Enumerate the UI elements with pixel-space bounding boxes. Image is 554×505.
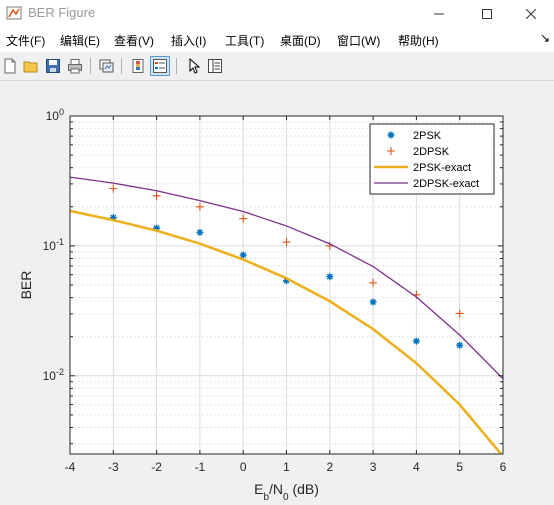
series-2dpsk-exact: [70, 176, 503, 380]
x-tick-label: 5: [456, 460, 463, 474]
legend-star-swatch: [387, 131, 395, 139]
property-inspector-icon: [208, 59, 222, 73]
toolbar-separator: [121, 58, 122, 74]
x-tick-label: -1: [195, 460, 206, 474]
data-point-plus: [239, 214, 248, 223]
x-tick-label: -4: [65, 460, 76, 474]
series-line: [70, 176, 503, 380]
menu-help[interactable]: 帮助(H): [398, 34, 439, 48]
menu-desktop[interactable]: 桌面(D): [280, 34, 321, 48]
minimize-icon: [434, 13, 444, 14]
new-figure-icon: [4, 58, 16, 74]
x-tick-label: -3: [108, 460, 119, 474]
data-point-star: [109, 214, 117, 222]
data-point-plus: [455, 309, 464, 318]
data-point-plus: [282, 238, 291, 247]
window-titlebar: BER Figure: [0, 0, 554, 27]
x-axis-ticks: -4 -3 -2 -1 0 1 2 3 4 5 6: [65, 116, 507, 474]
pointer-button[interactable]: [184, 56, 204, 76]
series-2psk: [109, 214, 464, 349]
legend-icon: [153, 59, 167, 73]
menubar: 文件(F) 编辑(E) 查看(V) 插入(I) 工具(T) 桌面(D) 窗口(W…: [0, 27, 554, 52]
save-button[interactable]: [43, 56, 63, 76]
y-axis-ticks: 100 10-1 10-2: [43, 107, 503, 445]
data-point-star: [283, 277, 290, 285]
data-point-plus: [109, 184, 118, 193]
series-2psk-exact: [70, 209, 503, 454]
menu-insert[interactable]: 插入(I): [171, 34, 207, 48]
series-layer: [70, 176, 503, 454]
legend-entry-label: 2PSK: [413, 130, 442, 142]
y-axis-label: BER: [18, 271, 34, 300]
legend-entry-label: 2DPSK: [413, 146, 450, 158]
data-point-star: [196, 228, 204, 236]
x-tick-label: 3: [370, 460, 377, 474]
toolbar: [0, 52, 554, 81]
legend-entry-label: 2PSK-exact: [413, 162, 471, 174]
close-icon: [526, 8, 536, 19]
x-axis-label: Eb/N0 (dB): [254, 481, 319, 500]
series-line: [70, 209, 503, 454]
x-tick-label: 6: [500, 460, 507, 474]
close-button[interactable]: [508, 0, 554, 27]
menu-view[interactable]: 查看(V): [114, 34, 154, 48]
new-figure-button[interactable]: [0, 56, 20, 76]
ber-chart: -4 -3 -2 -1 0 1 2 3 4 5 6 100 10-1 10-2 Eb/N0 (dB) B…: [18, 107, 507, 503]
toolbar-separator: [176, 58, 177, 74]
pointer-icon: [189, 58, 201, 74]
colorbar-button[interactable]: [128, 56, 148, 76]
data-point-star: [456, 341, 464, 349]
minimize-button[interactable]: [416, 0, 462, 27]
data-point-star: [369, 298, 377, 306]
print-icon: [68, 59, 82, 74]
menu-overflow-arrow[interactable]: ↘: [539, 31, 550, 45]
legend[interactable]: 2PSK 2DPSK 2PSK-exact 2DPSK-exact: [369, 123, 495, 195]
y-tick-label: 10-1: [43, 237, 64, 253]
link-plot-icon: [99, 59, 114, 73]
menu-window[interactable]: 窗口(W): [337, 34, 381, 48]
data-point-plus: [152, 191, 161, 200]
menu-edit[interactable]: 编辑(E): [60, 34, 100, 48]
legend-entry-label: 2DPSK-exact: [413, 178, 479, 190]
property-inspector-button[interactable]: [205, 56, 225, 76]
maximize-icon: [482, 8, 492, 19]
data-point-star: [412, 337, 420, 345]
colorbar-icon: [132, 59, 144, 73]
x-tick-label: 2: [326, 460, 333, 474]
y-tick-label: 100: [46, 107, 64, 123]
x-tick-label: -2: [151, 460, 162, 474]
print-button[interactable]: [65, 56, 85, 76]
toolbar-separator: [90, 58, 91, 74]
data-point-star: [153, 224, 161, 232]
open-file-icon: [23, 61, 38, 73]
maximize-button[interactable]: [464, 0, 510, 27]
link-plot-button[interactable]: [96, 56, 116, 76]
save-icon: [46, 59, 60, 73]
data-point-plus: [195, 202, 204, 211]
figure-canvas: -4 -3 -2 -1 0 1 2 3 4 5 6 100 10-1 10-2 Eb/N0 (dB) B…: [0, 81, 554, 503]
x-tick-label: 1: [283, 460, 290, 474]
menu-tools[interactable]: 工具(T): [225, 34, 265, 48]
matlab-figure-icon: [6, 6, 22, 20]
menu-file[interactable]: 文件(F): [6, 34, 46, 48]
data-point-plus: [369, 278, 378, 287]
legend-plus-swatch: [387, 147, 395, 155]
legend-button[interactable]: [150, 56, 170, 76]
x-tick-label: 0: [240, 460, 247, 474]
x-tick-label: 4: [413, 460, 420, 474]
data-point-star: [239, 251, 247, 259]
open-file-button[interactable]: [21, 56, 41, 76]
data-point-star: [326, 273, 334, 281]
window-title: BER Figure: [28, 5, 96, 20]
y-tick-label: 10-2: [43, 367, 64, 383]
